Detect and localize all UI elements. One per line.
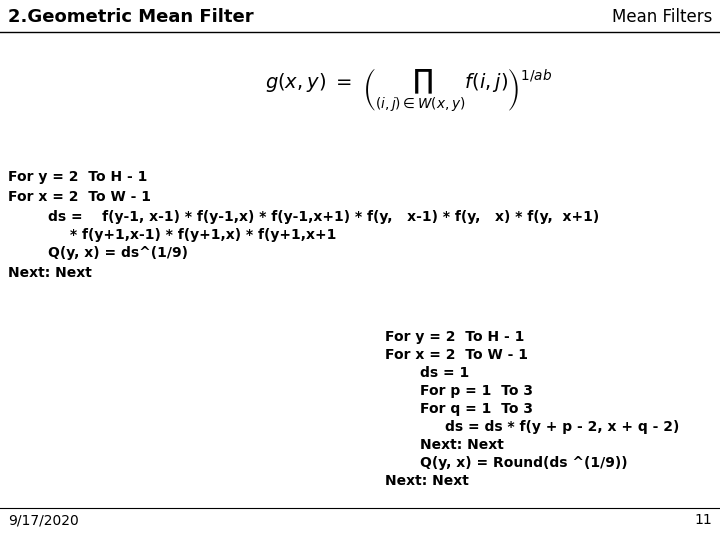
Text: $g(x, y) \ = \ \left( \prod_{(i,j)\in W(x,y)} f(i,j) \right)^{1/ab}$: $g(x, y) \ = \ \left( \prod_{(i,j)\in W(… (265, 66, 552, 114)
Text: Q(y, x) = Round(ds ^(1/9)): Q(y, x) = Round(ds ^(1/9)) (420, 456, 628, 470)
Text: ds =    f(y-1, x-1) * f(y-1,x) * f(y-1,x+1) * f(y,   x-1) * f(y,   x) * f(y,  x+: ds = f(y-1, x-1) * f(y-1,x) * f(y-1,x+1)… (48, 210, 599, 224)
Text: For p = 1  To 3: For p = 1 To 3 (420, 384, 533, 398)
Text: Next: Next: Next: Next (385, 474, 469, 488)
Text: For y = 2  To H - 1: For y = 2 To H - 1 (8, 170, 148, 184)
Text: Q(y, x) = ds^(1/9): Q(y, x) = ds^(1/9) (48, 246, 188, 260)
Text: * f(y+1,x-1) * f(y+1,x) * f(y+1,x+1: * f(y+1,x-1) * f(y+1,x) * f(y+1,x+1 (70, 228, 336, 242)
Text: For x = 2  To W - 1: For x = 2 To W - 1 (8, 190, 151, 204)
Text: For y = 2  To H - 1: For y = 2 To H - 1 (385, 330, 524, 344)
Text: Next: Next: Next: Next (8, 266, 92, 280)
Text: 9/17/2020: 9/17/2020 (8, 513, 78, 527)
Text: Next: Next: Next: Next (420, 438, 504, 452)
Text: For q = 1  To 3: For q = 1 To 3 (420, 402, 533, 416)
Text: ds = 1: ds = 1 (420, 366, 469, 380)
Text: Mean Filters: Mean Filters (611, 8, 712, 26)
Text: ds = ds * f(y + p - 2, x + q - 2): ds = ds * f(y + p - 2, x + q - 2) (445, 420, 680, 434)
Text: For x = 2  To W - 1: For x = 2 To W - 1 (385, 348, 528, 362)
Text: 2.Geometric Mean Filter: 2.Geometric Mean Filter (8, 8, 253, 26)
Text: 11: 11 (694, 513, 712, 527)
